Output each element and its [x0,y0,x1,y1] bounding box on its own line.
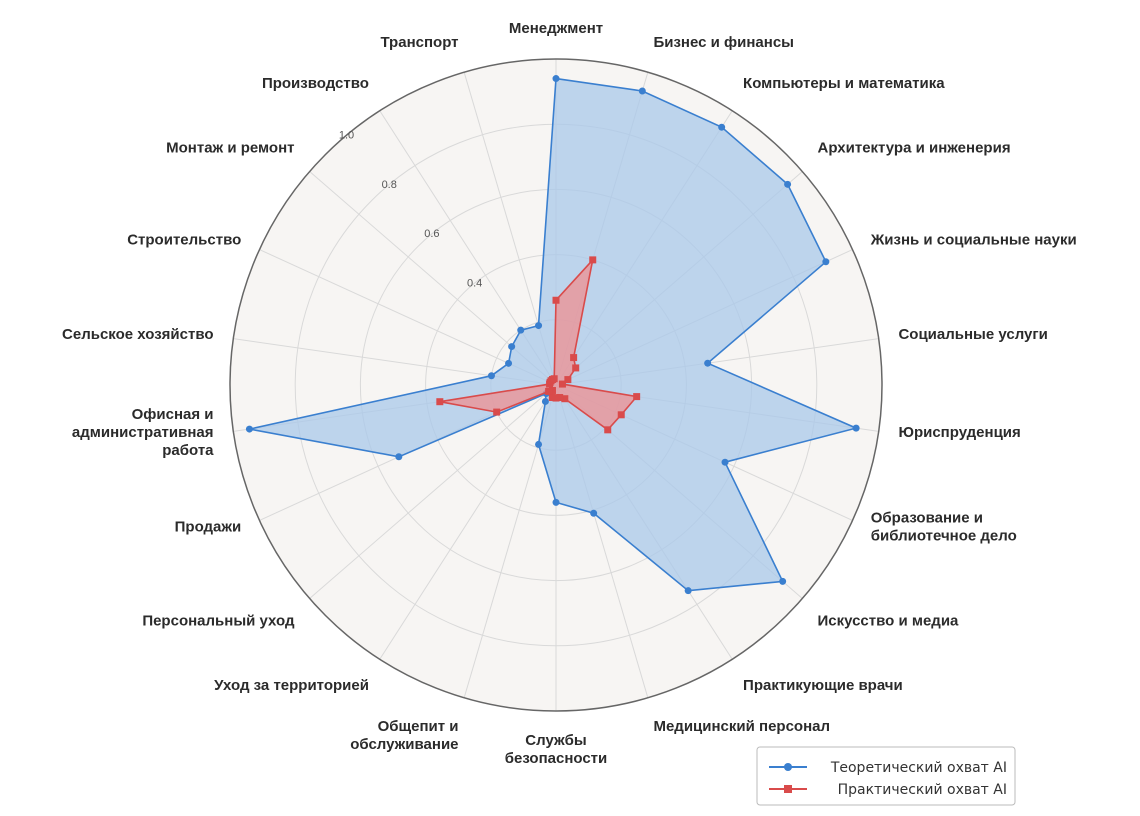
data-point [704,359,712,367]
category-label: Архитектура и инженерия [817,139,1010,156]
category-label: Продажи [175,519,242,536]
data-point [633,393,641,401]
data-point [548,386,556,394]
data-point [552,394,560,402]
category-label: Менеджмент [509,20,603,37]
data-point [684,587,692,595]
category-labels: Менеджмент Бизнес и финансы Компьютеры и м… [62,20,1077,767]
data-point [556,394,564,402]
data-point [718,123,726,131]
outer-ring [229,58,883,712]
data-point [535,322,543,330]
category-label: Искусство и медиа [817,613,959,630]
data-point [395,453,403,461]
category-label: Офисная и административная работа [72,406,214,459]
data-point [561,395,569,403]
data-point [604,426,612,434]
data-point [548,394,556,402]
data-point [550,375,558,383]
radial-tick-labels: 0.4 0.6 0.8 1.0 [339,130,482,290]
data-point [545,387,553,395]
data-point [617,411,625,419]
data-point [493,408,501,416]
data-point [505,359,513,367]
legend-label-practical: Практический охват AI [838,782,1007,798]
tick-label: 0.8 [382,179,397,191]
legend-label-theoretical: Теоретический охват AI [830,760,1007,776]
category-label: Компьютеры и математика [743,75,945,92]
data-point [517,326,525,334]
category-label: Жизнь и социальные науки [870,231,1077,248]
legend-marker-practical [784,785,792,793]
data-point [721,458,729,466]
category-label: Практикующие врачи [743,677,903,694]
data-point [822,258,830,266]
data-point [535,440,543,448]
data-point [487,372,495,380]
category-label: Общепит и обслуживание [350,718,458,753]
category-label: Юриспруденция [898,424,1020,441]
category-label: Персональный уход [142,613,295,630]
data-point [590,509,598,517]
data-point [558,380,566,388]
category-label: Монтаж и ремонт [166,139,294,156]
data-point [552,75,560,83]
data-point [784,180,792,188]
legend: Теоретический охват AI Практический охва… [756,746,1016,806]
spoke-line [379,384,557,660]
data-point [779,577,787,585]
data-point [552,296,560,304]
tick-label: 1.0 [339,130,354,142]
data-point [245,425,253,433]
radar-series [245,75,860,595]
category-label: Бизнес и финансы [653,34,794,51]
category-label: Медицинский персонал [653,718,830,735]
category-label: Образование и библиотечное дело [871,510,1017,545]
category-label: Социальные услуги [898,326,1047,343]
category-label: Уход за территорией [214,677,369,694]
data-point [436,398,444,406]
data-point [589,256,597,264]
data-point [541,397,549,405]
category-label: Транспорт [380,34,458,51]
data-point [570,354,578,362]
category-label: Строительство [127,231,241,248]
data-point [572,364,580,372]
data-point [564,376,572,384]
tick-label: 0.4 [467,277,482,289]
tick-label: 0.6 [424,228,439,240]
category-label: Производство [262,75,369,92]
spoke-line [309,384,557,599]
data-point [552,498,560,506]
data-point [638,87,646,95]
legend-marker-theoretical [784,763,792,771]
category-label: Службы безопасности [505,732,608,767]
legend-box [756,746,1016,806]
data-point [508,343,516,351]
data-point [852,424,860,432]
category-label: Сельское хозяйство [62,326,214,343]
